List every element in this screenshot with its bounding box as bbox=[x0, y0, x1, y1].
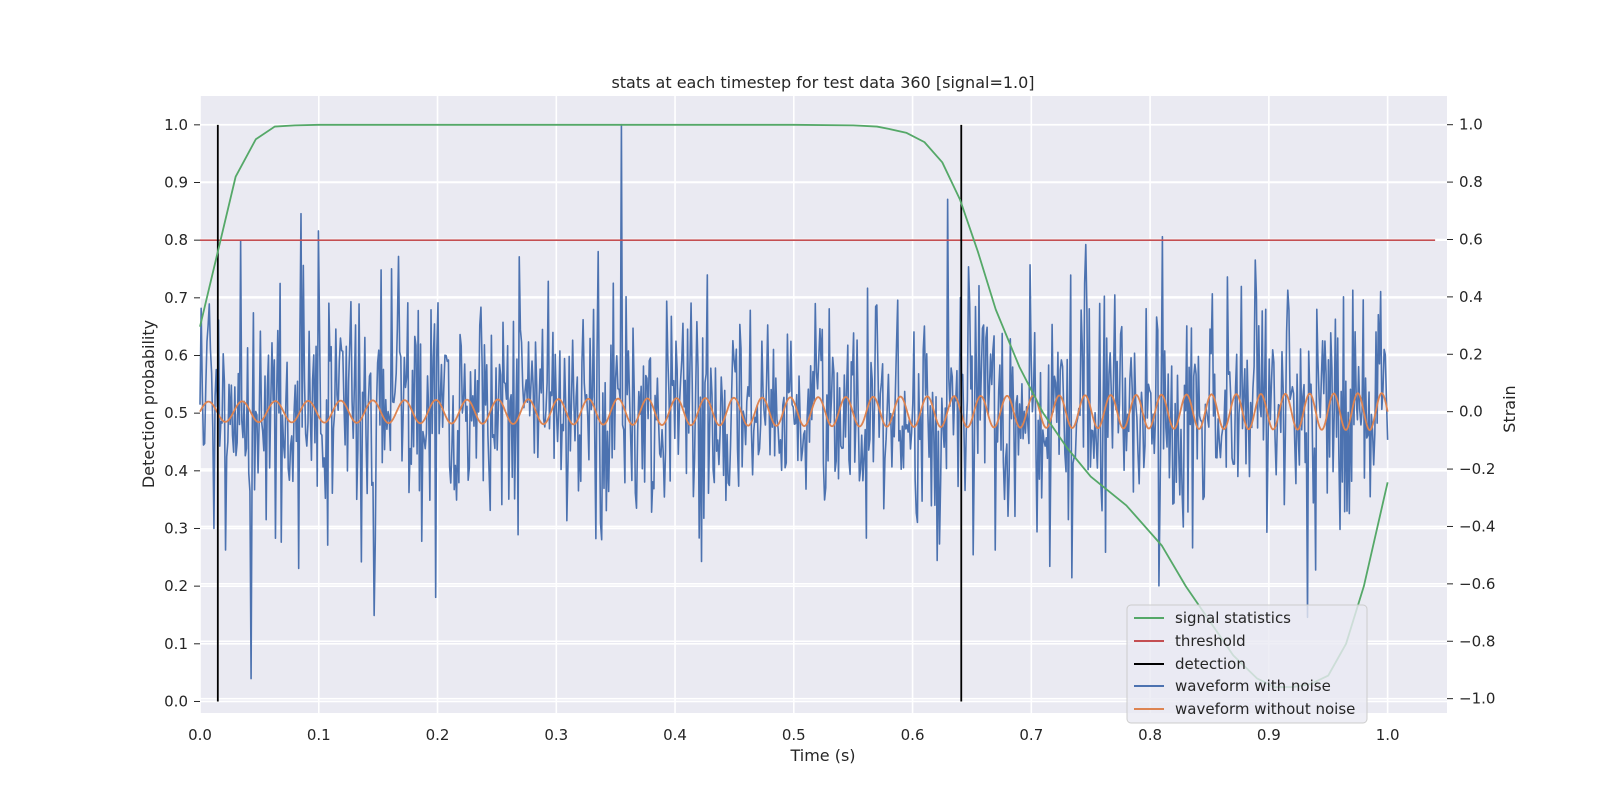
x-tick-label: 0.7 bbox=[1019, 726, 1043, 744]
left-tick-label: 0.9 bbox=[164, 173, 188, 191]
right-tick-label: −0.6 bbox=[1459, 575, 1495, 593]
x-tick-label: 0.3 bbox=[544, 726, 568, 744]
right-axis-ticks: −1.0 −0.8 −0.6 −0.4 −0.2 0.0 0.2 0.4 0.6 0.8 1.0 bbox=[1447, 116, 1495, 708]
legend-box bbox=[1126, 604, 1368, 724]
x-tick-label: 0.1 bbox=[307, 726, 331, 744]
left-tick-label: 0.7 bbox=[164, 289, 188, 307]
x-tick-label: 0.8 bbox=[1138, 726, 1162, 744]
legend-label-signal-statistics: signal statistics bbox=[1175, 609, 1291, 627]
legend: signal statistics threshold detection wa… bbox=[1126, 604, 1368, 724]
left-tick-label: 0.3 bbox=[164, 519, 188, 537]
right-tick-label: 0.6 bbox=[1459, 230, 1483, 248]
x-tick-label: 0.5 bbox=[782, 726, 806, 744]
left-tick-label: 0.0 bbox=[164, 692, 188, 710]
left-tick-label: 0.8 bbox=[164, 231, 188, 249]
legend-label-waveform-without-noise: waveform without noise bbox=[1175, 700, 1355, 718]
x-tick-label: 0.9 bbox=[1257, 726, 1281, 744]
right-tick-label: 1.0 bbox=[1459, 116, 1483, 134]
left-tick-label: 0.2 bbox=[164, 577, 188, 595]
series-waveform-with-noise bbox=[199, 123, 1389, 680]
x-axis-ticks: 0.0 0.1 0.2 0.3 0.4 0.5 0.6 0.7 0.8 0.9 1.0 bbox=[188, 726, 1399, 744]
x-tick-label: 0.2 bbox=[426, 726, 450, 744]
right-axis-label: Strain bbox=[1500, 385, 1519, 432]
series-detection bbox=[216, 124, 963, 702]
series-waveform-without-noise bbox=[199, 391, 1389, 432]
right-tick-label: −0.4 bbox=[1459, 517, 1495, 535]
x-tick-label: 0.6 bbox=[901, 726, 925, 744]
waveform-with-noise-line bbox=[199, 123, 1389, 680]
x-axis-label: Time (s) bbox=[789, 746, 855, 765]
right-tick-label: 0.2 bbox=[1459, 345, 1483, 363]
left-tick-label: 0.1 bbox=[164, 635, 188, 653]
left-tick-label: 0.4 bbox=[164, 462, 188, 480]
right-tick-label: 0.4 bbox=[1459, 288, 1483, 306]
right-tick-label: −1.0 bbox=[1459, 690, 1495, 708]
right-tick-label: 0.0 bbox=[1459, 403, 1483, 421]
left-axis-label: Detection probability bbox=[139, 320, 158, 488]
waveform-without-noise-line bbox=[199, 391, 1389, 432]
left-axis-ticks: 0.0 0.1 0.2 0.3 0.4 0.5 0.6 0.7 0.8 0.9 1.0 bbox=[164, 116, 200, 710]
left-tick-label: 0.6 bbox=[164, 346, 188, 364]
x-tick-label: 0.4 bbox=[663, 726, 687, 744]
chart-title: stats at each timestep for test data 360… bbox=[611, 73, 1034, 92]
legend-label-waveform-with-noise: waveform with noise bbox=[1175, 677, 1331, 695]
right-tick-label: 0.8 bbox=[1459, 173, 1483, 191]
legend-label-detection: detection bbox=[1175, 655, 1246, 673]
x-tick-label: 1.0 bbox=[1376, 726, 1400, 744]
left-tick-label: 0.5 bbox=[164, 404, 188, 422]
left-tick-label: 1.0 bbox=[164, 116, 188, 134]
x-tick-label: 0.0 bbox=[188, 726, 212, 744]
right-tick-label: −0.8 bbox=[1459, 632, 1495, 650]
right-tick-label: −0.2 bbox=[1459, 460, 1495, 478]
legend-label-threshold: threshold bbox=[1175, 632, 1246, 650]
